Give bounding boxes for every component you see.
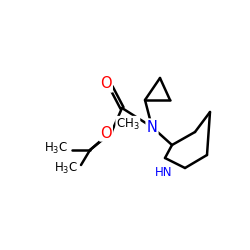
Text: O: O	[100, 76, 112, 92]
Text: H$_3$C: H$_3$C	[54, 160, 78, 176]
Text: CH$_3$: CH$_3$	[116, 116, 140, 132]
Text: N: N	[146, 120, 158, 134]
Text: H$_3$C: H$_3$C	[44, 140, 68, 156]
Text: O: O	[100, 126, 112, 140]
Text: HN: HN	[155, 166, 173, 178]
